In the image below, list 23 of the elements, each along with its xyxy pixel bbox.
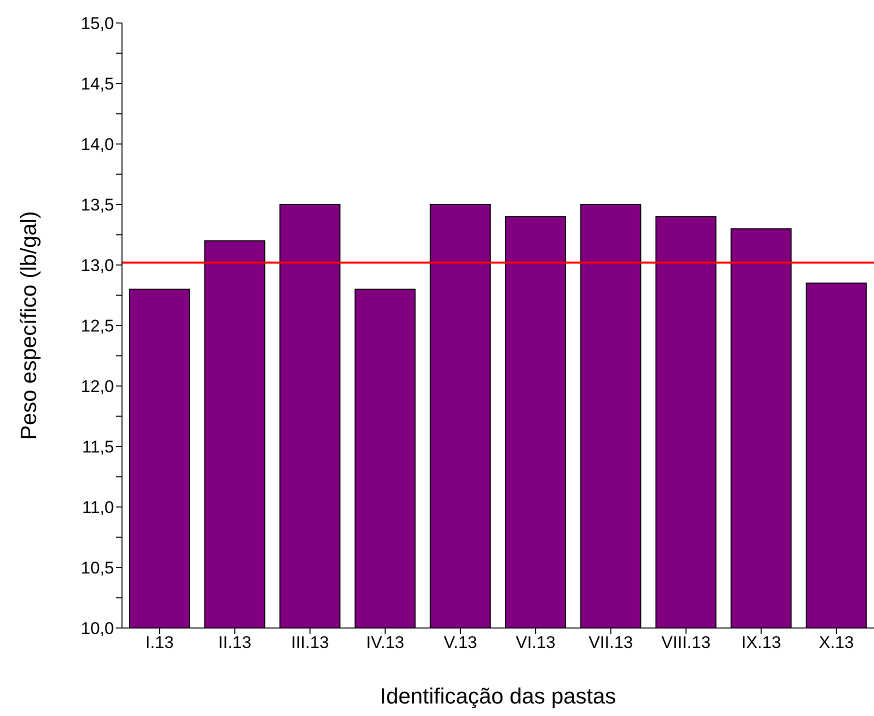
y-axis-title: Peso específico (lb/gal)	[16, 211, 41, 440]
y-tick-label: 10,0	[80, 619, 114, 638]
x-tick-label: VII.13	[588, 633, 634, 652]
y-tick-label: 14,0	[80, 135, 114, 154]
y-tick-label: 11,0	[82, 498, 114, 518]
x-tick-label: IX.13	[741, 633, 782, 652]
x-axis-title: Identificação das pastas	[380, 684, 616, 709]
x-tick-label: IV.13	[366, 633, 404, 652]
x-tick-label: I.13	[145, 633, 174, 652]
y-tick-label: 13,5	[80, 196, 114, 215]
y-tick-label: 13,0	[80, 256, 114, 276]
y-tick-label: 12,5	[80, 316, 114, 336]
x-tick-label: II.13	[218, 633, 252, 652]
y-tick-label: 15,0	[80, 14, 114, 34]
x-tick-label: III.13	[291, 633, 329, 652]
x-tick-label: VIII.13	[661, 633, 711, 652]
x-tick-label: VI.13	[516, 633, 556, 652]
y-tick-label: 10,5	[80, 558, 114, 578]
y-tick-label: 14,5	[80, 74, 114, 94]
y-tick-label: 11,5	[82, 438, 114, 457]
y-tick-label: 12,0	[80, 377, 114, 396]
x-tick-label: V.13	[444, 633, 478, 652]
x-tick-label: X.13	[818, 633, 854, 652]
